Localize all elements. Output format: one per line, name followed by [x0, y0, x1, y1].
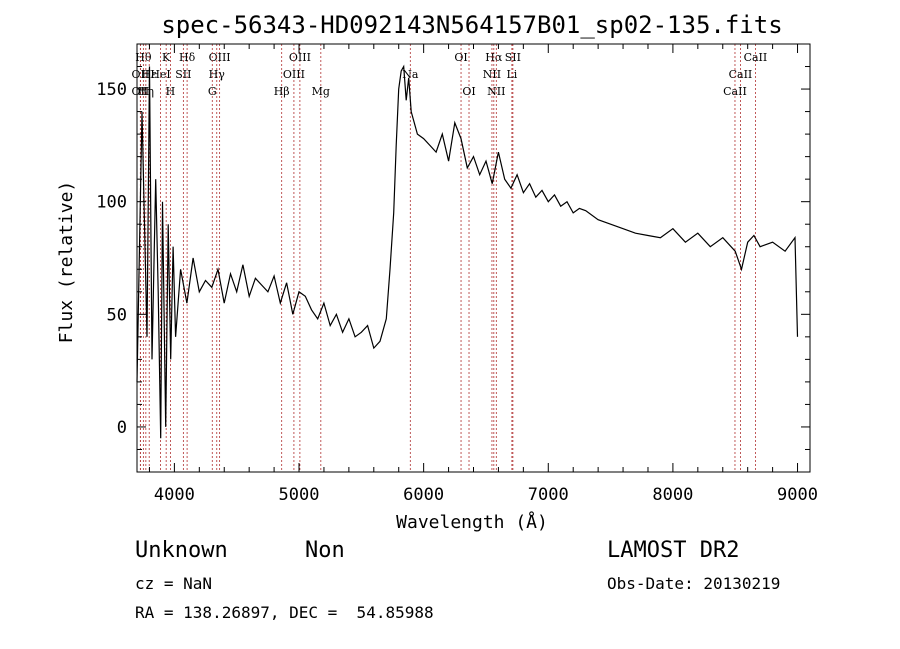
observation-date: Obs-Date: 20130219 [607, 574, 781, 593]
line-marker-label: Li [506, 68, 517, 81]
line-marker-label: CaII [723, 85, 747, 98]
line-marker-label: SII [505, 51, 521, 64]
line-marker-label: NII [483, 68, 501, 81]
y-axis-label: Flux (relative) [56, 181, 77, 344]
axes: 4000 5000 6000 7000 8000 9000 0 50 100 150 [96, 43, 818, 505]
y-tick-label: 0 [117, 418, 127, 438]
plot-frame [136, 43, 811, 473]
line-marker-label: Mg [312, 85, 330, 98]
line-marker-label: H [166, 85, 176, 98]
line-marker-label: HeI [150, 68, 170, 81]
spectrum-line [136, 64, 799, 439]
x-tick-label: 4000 [154, 485, 195, 505]
line-marker-label: OIII [209, 51, 231, 64]
chart-title: spec-56343-HD092143N564157B01_sp02-135.f… [161, 11, 782, 39]
line-marker-label: Hβ [274, 85, 290, 98]
line-marker-label: Hδ [179, 51, 196, 64]
line-marker-label: NII [487, 85, 505, 98]
line-marker-label: Hγ [209, 68, 226, 81]
x-tick-label: 5000 [279, 485, 320, 505]
plot-area [136, 64, 799, 439]
x-tick-label: 6000 [403, 485, 444, 505]
y-tick-label: 100 [96, 193, 127, 213]
x-tick-label: 8000 [652, 485, 693, 505]
line-marker-label: OI [454, 51, 467, 64]
object-subclass: Non [305, 538, 345, 563]
line-marker-label: G [208, 85, 217, 98]
line-marker-label: K [162, 51, 171, 64]
survey-name: LAMOST DR2 [607, 538, 740, 563]
line-marker-label: OIII [289, 51, 311, 64]
line-marker-label: Hθ [135, 51, 152, 64]
redshift-cz: cz = NaN [135, 574, 213, 593]
line-marker-label: OIII [283, 68, 305, 81]
line-marker-label: OII [132, 85, 150, 98]
line-marker-label: CaII [729, 68, 753, 81]
line-marker-label: Na [402, 68, 419, 81]
x-axis-label: Wavelength (Å) [396, 511, 548, 533]
y-tick-label: 150 [96, 80, 127, 100]
line-marker-label: CaII [744, 51, 768, 64]
line-marker-label: SII [175, 68, 191, 81]
line-marker-label: OI [462, 85, 475, 98]
line-marker-label: Hη [138, 85, 154, 98]
x-tick-label: 7000 [528, 485, 569, 505]
x-tick-label: 9000 [777, 485, 818, 505]
line-marker-label: Hα [485, 51, 503, 64]
object-class: Unknown [135, 538, 228, 563]
ra-dec-coordinates: RA = 138.26897, DEC = 54.85988 [135, 603, 434, 622]
line-marker-label: OII [132, 68, 150, 81]
y-tick-label: 50 [107, 305, 127, 325]
